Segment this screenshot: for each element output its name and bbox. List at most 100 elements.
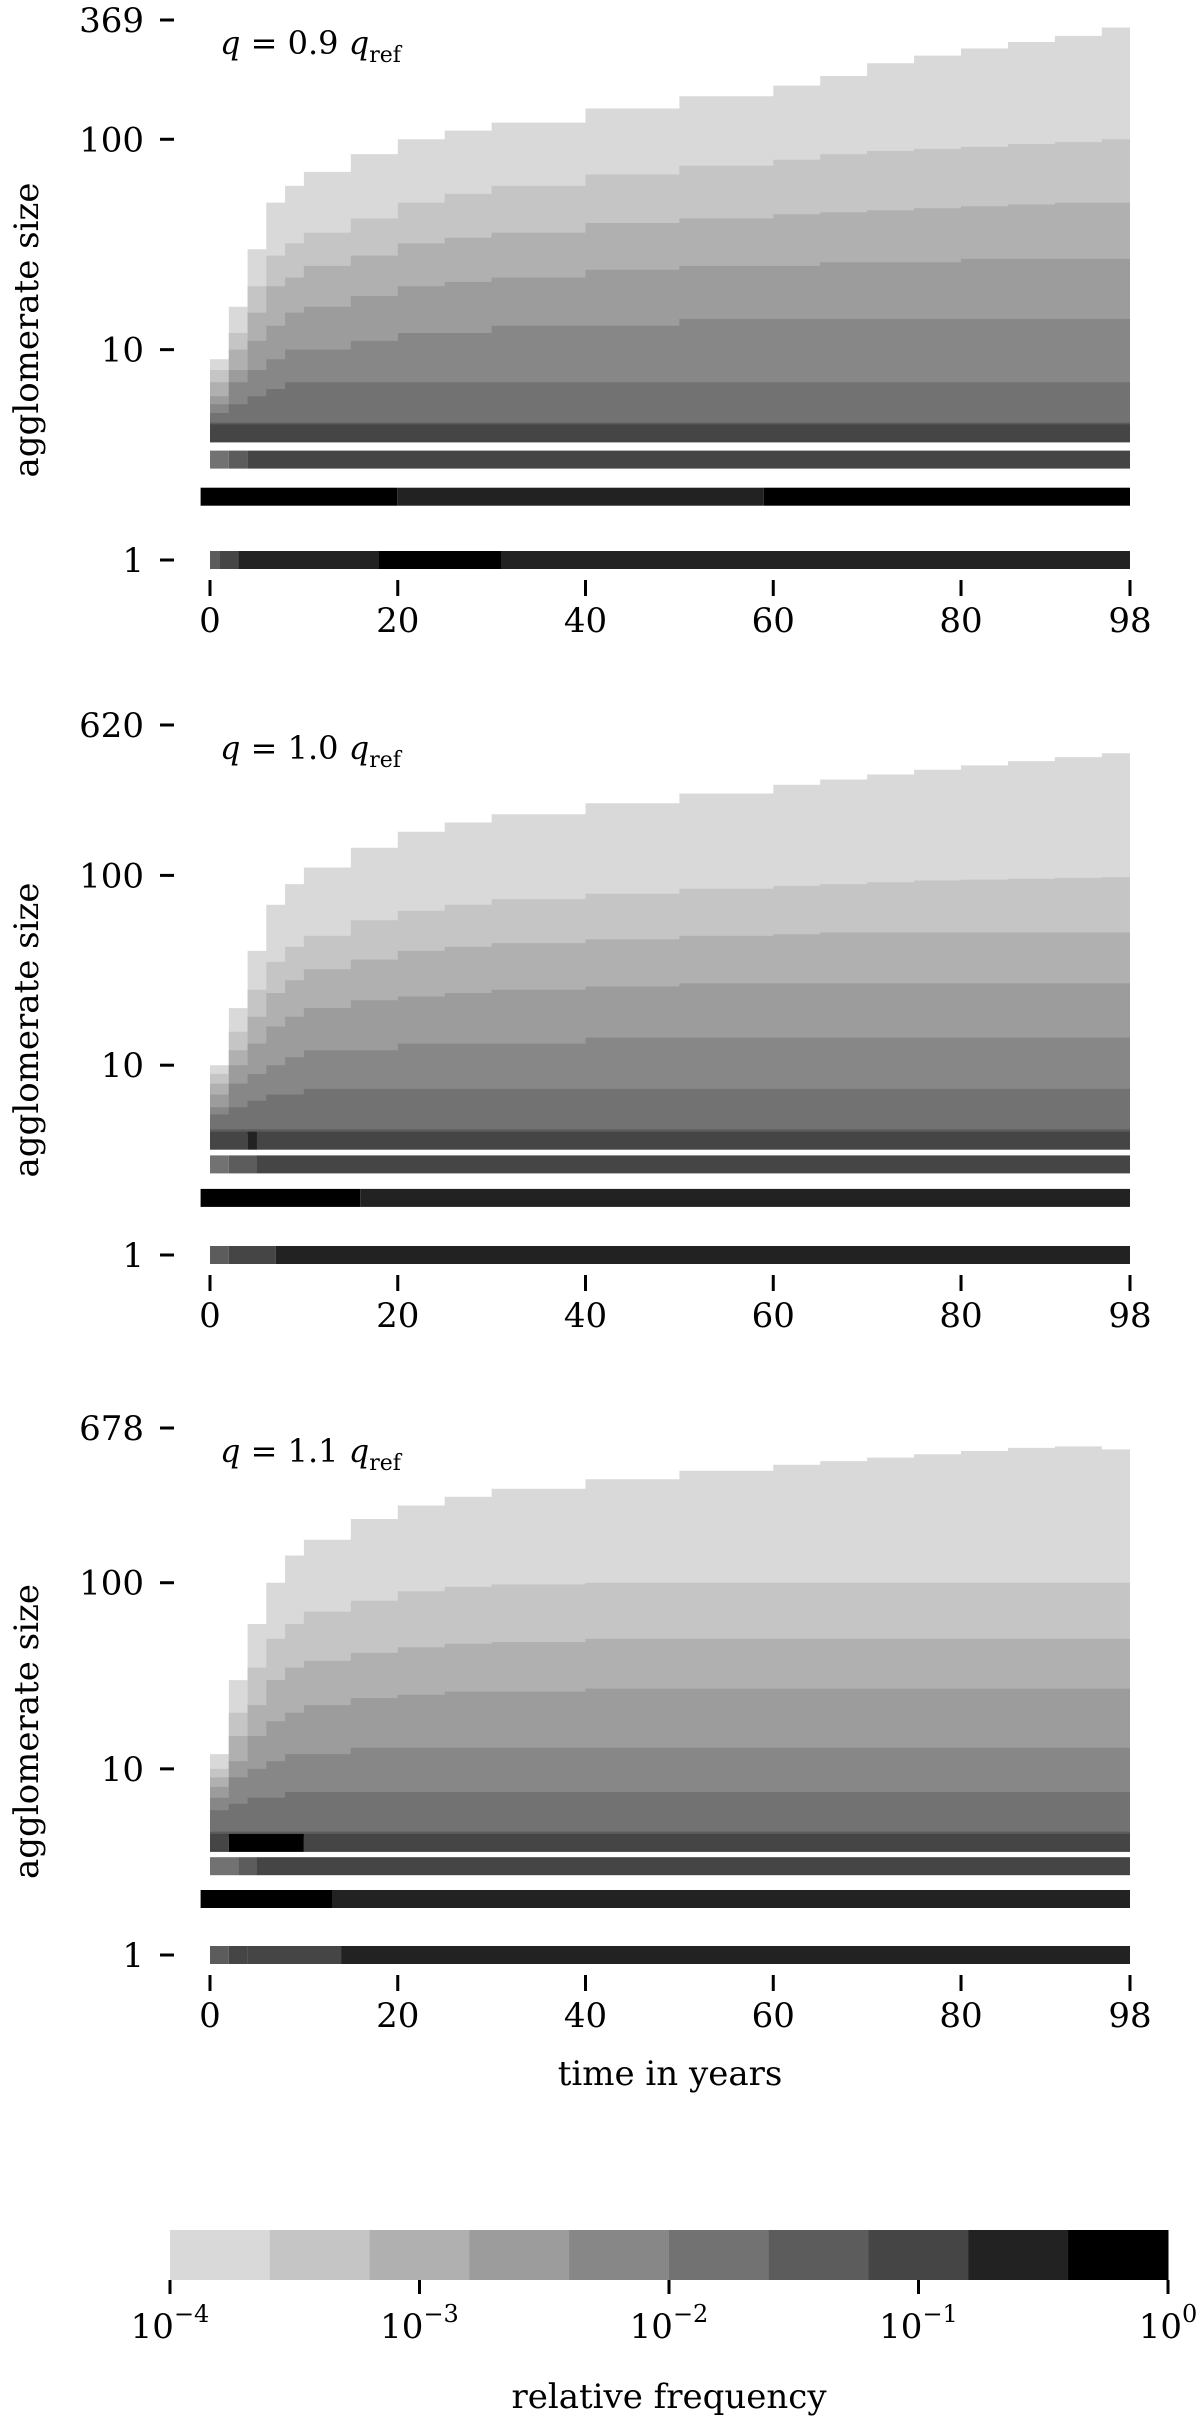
y-tick-label: 10 — [101, 1046, 144, 1086]
panel-label-subscript: ref — [369, 748, 403, 773]
colorbar-swatch — [569, 2230, 670, 2280]
y-tick-label: 620 — [79, 706, 144, 746]
size-band-1-segment — [210, 1246, 229, 1264]
y-axis-label: agglomerate size — [7, 1584, 47, 1879]
x-axis-label: time in years — [558, 2054, 783, 2094]
size-band-3-segment — [228, 1155, 257, 1174]
size-band-1-segment — [228, 1246, 276, 1264]
size-band-4-segment — [303, 1833, 1130, 1852]
colorbar-tick-label: 100 — [1139, 2300, 1198, 2347]
size-band-4-segment — [210, 1833, 229, 1852]
y-axis-label: agglomerate size — [7, 183, 47, 478]
colorbar: 10−4 10−3 10−2 10−1 100 relative frequency — [131, 2230, 1198, 2417]
y-tick-label: 10 — [101, 1750, 144, 1790]
y-axis-label: agglomerate size — [7, 883, 47, 1178]
panel-label-var: q — [220, 24, 240, 62]
x-tick-label: 80 — [939, 601, 982, 641]
colorbar-swatch — [968, 2230, 1069, 2280]
size-band-2-segment — [763, 487, 1130, 506]
panel-label-value: = 0.9 — [240, 24, 348, 62]
panel-label-subscript: ref — [369, 1451, 403, 1476]
x-tick-label: 0 — [199, 1996, 221, 2036]
panel-label: q = 1.0 qref — [220, 729, 403, 773]
colorbar-tick-label: 10−3 — [380, 2300, 459, 2347]
size-band-3-segment — [210, 450, 229, 469]
size-band-2-segment — [360, 1188, 1130, 1207]
colorbar-ticks: 10−4 10−3 10−2 10−1 100 — [131, 2280, 1198, 2347]
size-band-2-segment — [397, 487, 764, 506]
y-tick-label: 10 — [101, 331, 144, 371]
axes: 1 10 100 678 0 20 40 60 80 98 — [79, 1409, 1152, 2036]
x-tick-label: 60 — [752, 1996, 795, 2036]
size-band-4-segment — [210, 424, 1130, 443]
y-tick-label: 678 — [79, 1409, 144, 1449]
x-tick-label: 40 — [564, 601, 607, 641]
panel-label-var: q — [220, 1432, 240, 1470]
x-tick-label: 0 — [199, 1296, 221, 1336]
x-tick-label: 20 — [376, 601, 419, 641]
heatmap-cells — [200, 1446, 1130, 1964]
heatmap-cells — [200, 22, 1131, 569]
colorbar-label: relative frequency — [511, 2377, 827, 2417]
x-tick-label: 98 — [1108, 1996, 1151, 2036]
panel-label-subscript: ref — [369, 43, 403, 68]
y-tick-label: 100 — [79, 120, 144, 160]
x-tick-label: 20 — [376, 1296, 419, 1336]
panel-label-value: = 1.1 — [240, 1432, 348, 1470]
frequency-level-5 — [210, 1792, 1130, 1838]
y-tick-label: 1 — [122, 541, 144, 581]
colorbar-swatch — [269, 2230, 371, 2280]
colorbar-tick-label: 10−4 — [131, 2300, 210, 2347]
size-band-2-segment — [332, 1890, 1130, 1908]
x-tick-label: 60 — [752, 1296, 795, 1336]
panel-label-ref-var: q — [349, 1432, 369, 1470]
x-tick-label: 80 — [939, 1996, 982, 2036]
x-tick-label: 40 — [564, 1296, 607, 1336]
colorbar-tick-label: 10−2 — [630, 2300, 709, 2347]
colorbar-swatch — [469, 2230, 570, 2280]
panel-label-ref-var: q — [349, 24, 369, 62]
x-tick-label: 0 — [199, 601, 221, 641]
y-tick-label: 1 — [122, 1936, 144, 1976]
size-band-1-segment — [238, 551, 379, 569]
size-band-3-segment — [256, 1155, 1130, 1174]
size-band-1-segment — [379, 551, 501, 569]
size-band-3-segment — [247, 450, 1131, 469]
heatmap-cells — [200, 749, 1130, 1264]
size-band-1-segment — [247, 1946, 342, 1964]
size-band-2-segment — [200, 1188, 361, 1207]
axes: 1 10 100 369 0 20 40 60 80 98 — [79, 1, 1152, 641]
size-band-3-segment — [210, 1155, 229, 1174]
x-tick-label: 40 — [564, 1996, 607, 2036]
size-band-1-segment — [228, 1946, 248, 1964]
size-band-1-segment — [501, 551, 1130, 569]
size-band-3-segment — [256, 1857, 1130, 1876]
size-band-4-segment — [247, 1131, 257, 1150]
x-tick-label: 80 — [939, 1296, 982, 1336]
size-band-1-segment — [275, 1246, 1130, 1264]
panel-label-var: q — [220, 729, 240, 767]
colorbar-swatch — [170, 2230, 271, 2280]
size-band-2-segment — [200, 487, 398, 506]
size-band-3-segment — [228, 450, 248, 469]
colorbar-swatch — [1068, 2230, 1169, 2280]
colorbar-swatch — [768, 2230, 870, 2280]
axes: 1 10 100 620 0 20 40 60 80 98 — [79, 706, 1152, 1336]
x-tick-label: 98 — [1108, 601, 1151, 641]
heatmap-panel-1: 1 10 100 369 0 20 40 60 80 98 agglomerate size q … — [7, 1, 1152, 641]
size-band-4-segment — [228, 1833, 304, 1852]
colorbar-swatch — [669, 2230, 770, 2280]
size-band-3-segment — [238, 1857, 257, 1876]
y-tick-label: 100 — [79, 1564, 144, 1604]
colorbar-swatches — [170, 2230, 1169, 2280]
x-tick-label: 60 — [752, 601, 795, 641]
size-band-1-segment — [210, 1946, 229, 1964]
x-tick-label: 20 — [376, 1996, 419, 2036]
frequency-level-5 — [210, 382, 1130, 427]
size-band-4-segment — [256, 1131, 1130, 1150]
heatmap-panel-2: 1 10 100 620 0 20 40 60 80 98 agglomerate size q … — [7, 706, 1152, 1336]
panel-label-value: = 1.0 — [240, 729, 348, 767]
size-band-1-segment — [219, 551, 239, 569]
panel-label-ref-var: q — [349, 729, 369, 767]
